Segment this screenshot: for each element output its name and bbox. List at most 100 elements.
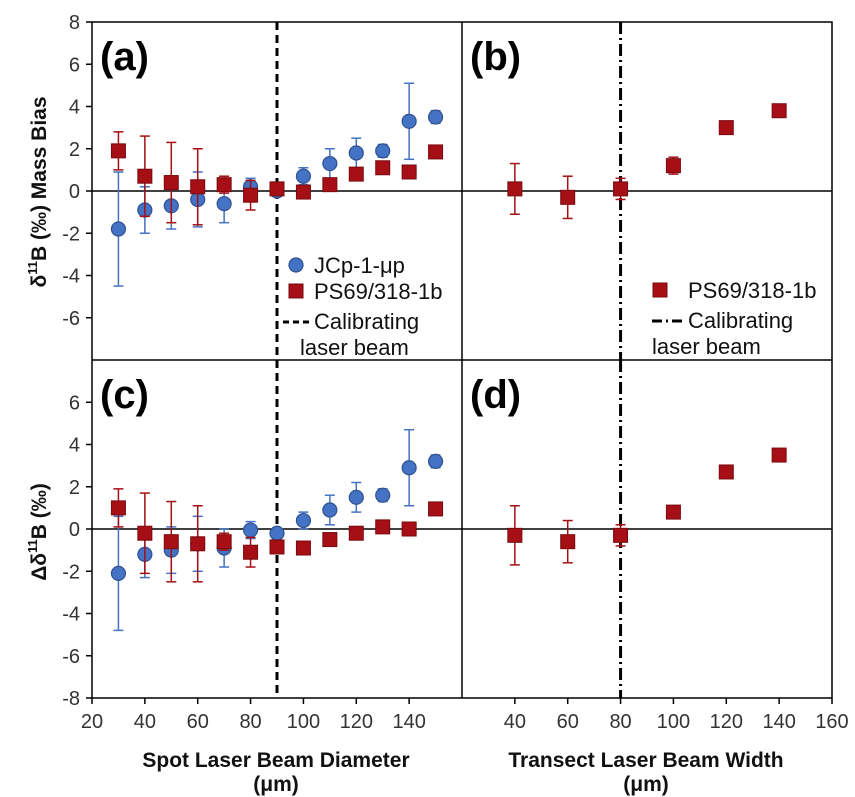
data-point: [401, 113, 417, 129]
y-tick-label: -8: [62, 688, 80, 710]
data-point: [216, 177, 232, 193]
x-axis-title-left-line1: Spot Laser Beam Diameter: [142, 749, 409, 772]
data-point: [427, 453, 444, 469]
x-tick-label: 120: [340, 711, 373, 733]
data-point: [665, 158, 681, 174]
y-tick-label: 6: [69, 54, 80, 76]
data-point: [401, 460, 417, 476]
data-point: [613, 527, 629, 543]
panel-letter: (c): [100, 373, 149, 417]
data-point: [190, 536, 206, 552]
y-tick-label: -2: [62, 223, 80, 245]
data-point: [375, 160, 391, 176]
x-tick-label: 120: [710, 711, 743, 733]
x-tick-label: 160: [815, 711, 848, 733]
series-ps: [110, 131, 444, 226]
panel-a: (a): [92, 22, 462, 360]
y-tick-label: 0: [69, 181, 80, 203]
data-point: [110, 143, 126, 159]
frame: [91, 21, 833, 699]
x-axis-ticks: 20 40 60 80 100 120 140 40 60 80 100 120 140 160: [81, 698, 849, 733]
y-tick-label: 0: [69, 519, 80, 541]
data-point: [348, 489, 364, 505]
data-point: [243, 544, 259, 560]
y-axis-title-top: δ11B (‰) Mass Bias: [25, 96, 51, 287]
panel-letter: (d): [470, 373, 521, 417]
panel-b: (b): [462, 22, 832, 360]
series-ps: [507, 447, 787, 566]
data-point: [507, 527, 523, 543]
y-axis-ticks: 8 6 4 2 0 -2 -4 -6 6 4 2 0 -2 -4 -6 -8: [62, 12, 92, 710]
panel-letter: (b): [470, 35, 521, 79]
x-tick-label: 20: [81, 711, 103, 733]
y-tick-label: 4: [69, 97, 80, 119]
data-point: [771, 103, 787, 119]
data-point: [428, 501, 444, 517]
data-point: [427, 109, 444, 125]
y-tick-label: -6: [62, 308, 80, 330]
data-point: [375, 143, 391, 159]
x-tick-label: 60: [187, 711, 209, 733]
data-point: [375, 487, 391, 503]
data-point: [243, 187, 259, 203]
data-point: [428, 144, 444, 160]
data-point: [718, 120, 734, 136]
data-point: [163, 175, 179, 191]
data-point: [242, 522, 259, 538]
panel-c: (c): [92, 360, 462, 698]
x-axis-title-left-line2: (μm): [253, 773, 299, 796]
data-point: [560, 534, 576, 550]
data-point: [137, 525, 153, 541]
panel-letter: (a): [100, 35, 149, 79]
legend-b: PS69/318-1b Calibrating laser beam: [652, 278, 816, 359]
y-tick-label: -4: [62, 604, 80, 626]
data-point: [348, 145, 364, 161]
legend-label-calibration-1: Calibrating: [314, 309, 419, 334]
x-tick-label: 140: [762, 711, 795, 733]
x-tick-label: 80: [609, 711, 631, 733]
x-axis-title-right-line2: (μm): [623, 773, 669, 796]
series-ps: [507, 103, 787, 220]
data-point: [322, 155, 338, 172]
y-tick-label: -6: [62, 646, 80, 668]
data-point: [295, 168, 312, 184]
y-tick-label: 8: [69, 12, 80, 34]
x-tick-label: 100: [657, 711, 690, 733]
data-point: [163, 534, 179, 550]
data-point: [269, 181, 285, 197]
y-tick-label: -2: [62, 561, 80, 583]
data-point: [110, 500, 126, 516]
y-tick-label: -4: [62, 266, 80, 288]
data-point: [507, 181, 523, 197]
legend-marker-ps: [288, 283, 304, 299]
data-point: [348, 166, 364, 182]
legend-label-calibration-2: laser beam: [300, 335, 409, 360]
x-tick-label: 60: [557, 711, 579, 733]
y-tick-label: 2: [69, 477, 80, 499]
y-tick-label: 2: [69, 139, 80, 161]
legend-label-calibration-2: laser beam: [652, 334, 761, 359]
data-point: [322, 177, 338, 193]
data-point: [269, 539, 285, 555]
data-point: [110, 565, 127, 581]
data-point: [295, 540, 311, 556]
legend-label-ps: PS69/318-1b: [314, 279, 442, 304]
x-tick-label: 40: [504, 711, 526, 733]
panel-d: (d): [462, 360, 832, 698]
data-point: [718, 464, 734, 480]
data-point: [295, 512, 312, 529]
data-point: [401, 164, 417, 180]
legend-marker-jcp: [288, 257, 304, 273]
x-tick-label: 100: [287, 711, 320, 733]
data-point: [613, 181, 629, 197]
series-ps: [110, 488, 444, 583]
legend-label-calibration-1: Calibrating: [688, 308, 793, 333]
x-tick-label: 40: [134, 711, 156, 733]
legend-a: JCp-1-μp PS69/318-1b Calibrating laser b…: [283, 253, 442, 360]
data-point: [322, 502, 338, 518]
data-point: [560, 189, 576, 205]
data-point: [190, 179, 206, 195]
x-tick-label: 80: [239, 711, 261, 733]
data-point: [110, 221, 127, 237]
